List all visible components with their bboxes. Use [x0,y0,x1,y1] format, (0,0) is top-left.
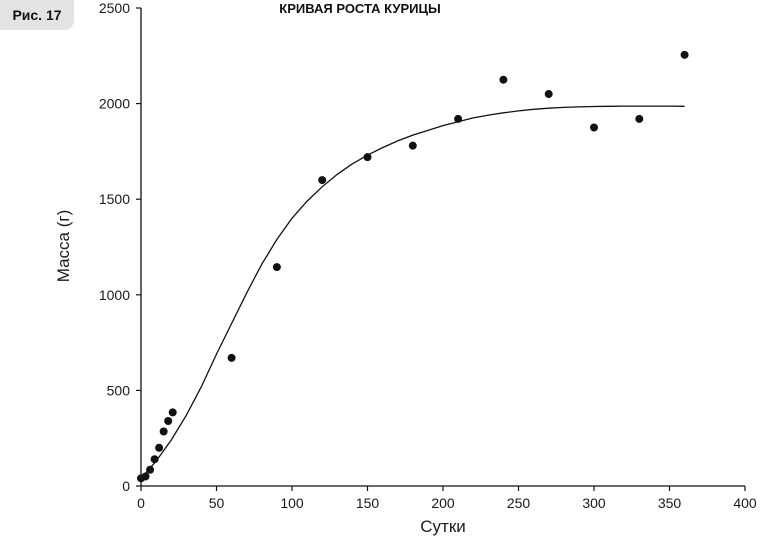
y-axis-title: Масса (г) [54,210,73,283]
x-tick-label: 50 [209,495,225,511]
x-tick-label: 200 [431,495,455,511]
data-point [155,443,164,452]
data-point [635,114,644,123]
data-point [499,75,508,84]
data-point [168,408,177,417]
y-tick-label: 1000 [99,287,130,303]
x-tick-label: 100 [280,495,304,511]
data-point [318,176,327,185]
y-tick-label: 500 [107,382,131,398]
x-tick-label: 350 [658,495,682,511]
data-points [137,50,689,483]
data-point [150,455,159,464]
y-tick-label: 1500 [99,191,130,207]
data-point [146,465,155,474]
x-axis-title: Сутки [420,517,466,536]
data-point [159,427,168,436]
x-tick-label: 250 [507,495,531,511]
y-tick-label: 0 [122,478,130,494]
x-ticks: 0 50 100 150 200 250 300 350 400 [137,486,757,511]
data-point [454,114,463,123]
x-tick-label: 150 [356,495,380,511]
y-ticks: 0 500 1000 1500 2000 2500 [99,0,141,494]
data-point [141,472,150,481]
figure-label: Рис. 17 [0,0,74,30]
data-point [544,90,553,99]
data-point [363,153,372,162]
data-point [680,50,689,59]
data-point [272,263,281,272]
y-tick-label: 2500 [99,0,130,16]
x-tick-label: 0 [137,495,145,511]
data-point [590,123,598,132]
chart-title: КРИВАЯ РОСТА КУРИЦЫ [279,1,440,16]
data-point [227,353,236,362]
data-point [164,416,173,425]
axes [140,8,745,487]
y-tick-label: 2000 [99,96,130,112]
x-tick-label: 300 [582,495,606,511]
data-point [408,141,417,150]
x-tick-label: 400 [733,495,757,511]
growth-curve-line [140,105,685,479]
